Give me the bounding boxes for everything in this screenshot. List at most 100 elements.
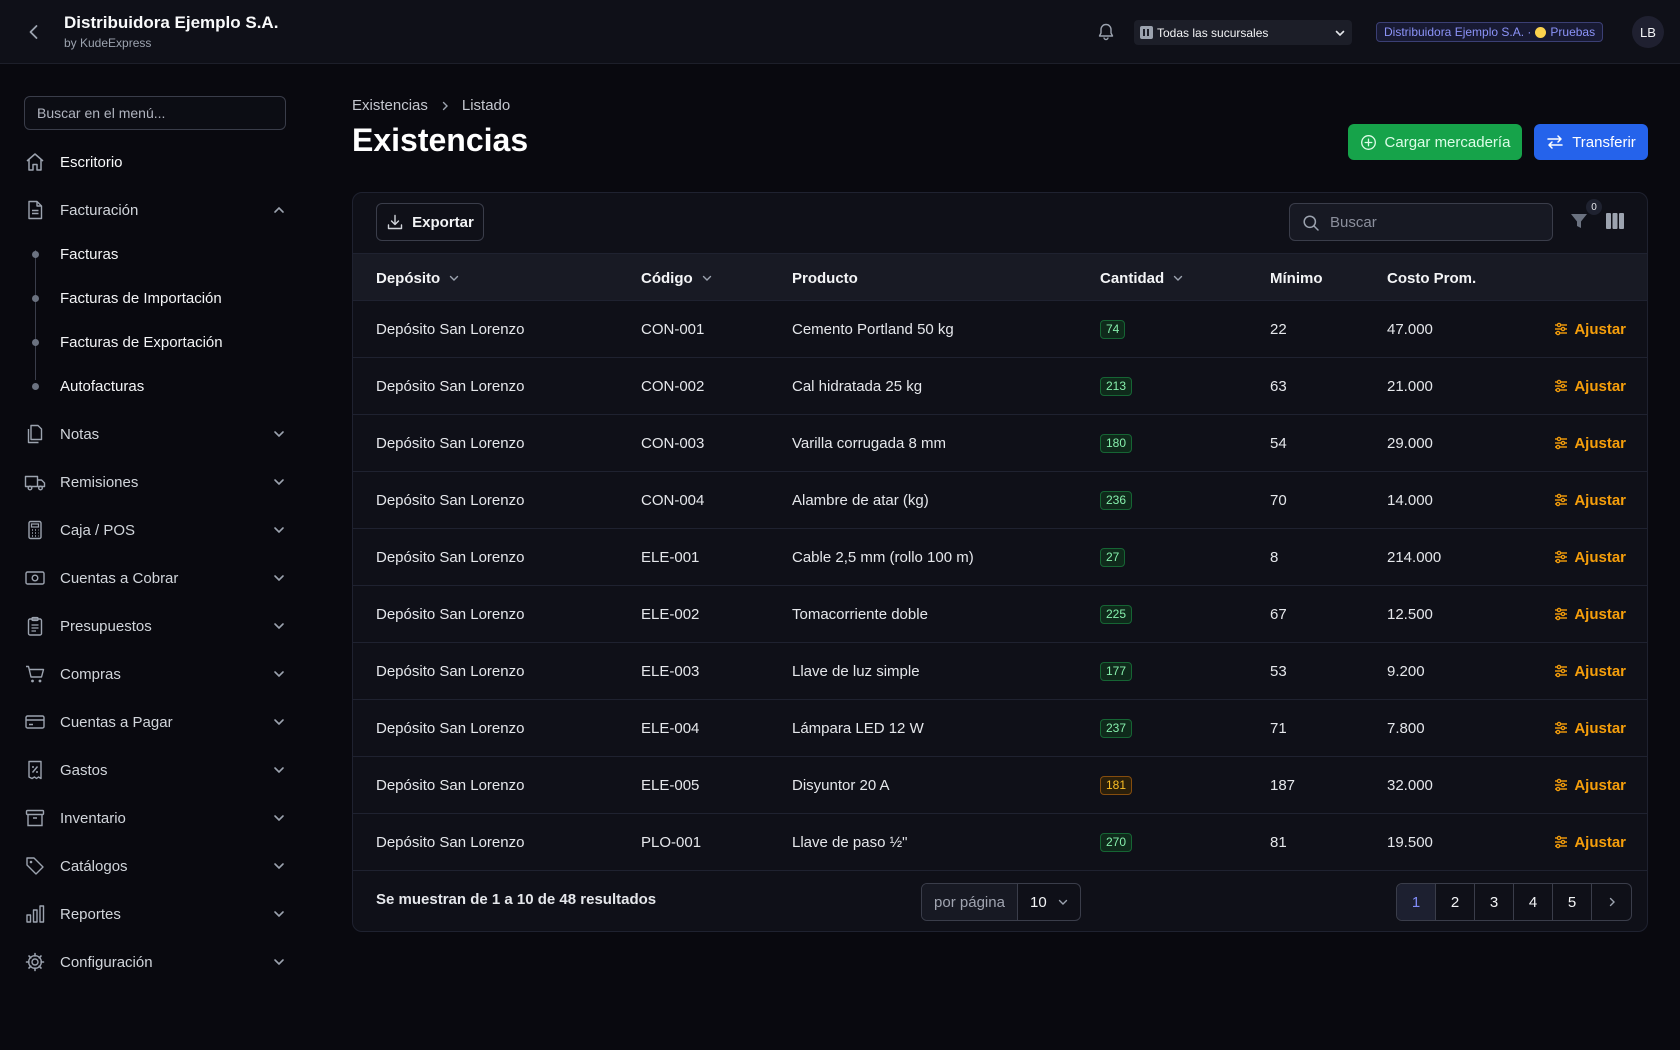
- results-summary: Se muestran de 1 a 10 de 48 resultados: [376, 891, 657, 908]
- page-button-5[interactable]: 5: [1553, 884, 1592, 920]
- environment-badge: Distribuidora Ejemplo S.A. · Pruebas: [1376, 22, 1604, 42]
- column-header-deposito[interactable]: Depósito: [376, 254, 460, 302]
- adjust-button[interactable]: Ajustar: [1554, 814, 1626, 870]
- sidebar-item-label: Presupuestos: [60, 617, 152, 635]
- adjustments-icon: [1555, 835, 1568, 849]
- adjust-button[interactable]: Ajustar: [1554, 586, 1626, 642]
- column-header-producto: Producto: [792, 254, 858, 302]
- cell-producto: Llave de paso ½": [792, 833, 908, 851]
- table-toolbar: Exportar 0: [353, 193, 1647, 253]
- sidebar-item-cuentas-pagar[interactable]: Cuentas a Pagar: [24, 709, 286, 735]
- sidebar-item-label: Cuentas a Cobrar: [60, 569, 179, 587]
- chevron-right-icon: [1609, 897, 1615, 907]
- sidebar-item-reportes[interactable]: Reportes: [24, 901, 286, 927]
- sidebar-subitem-label: Facturas: [60, 245, 119, 263]
- sort-chevron-icon: [702, 275, 711, 281]
- cell-producto: Lámpara LED 12 W: [792, 719, 924, 737]
- branch-select[interactable]: Todas las sucursales: [1134, 20, 1352, 45]
- sidebar-item-notas[interactable]: Notas: [24, 421, 286, 447]
- sidebar-item-presupuestos[interactable]: Presupuestos: [24, 613, 286, 639]
- cell-costo: 47.000: [1387, 320, 1433, 338]
- menu-search-input[interactable]: [24, 96, 286, 130]
- sidebar-item-inventario[interactable]: Inventario: [24, 805, 286, 831]
- export-button[interactable]: Exportar: [376, 203, 484, 241]
- filter-count-badge: 0: [1586, 199, 1602, 215]
- adjust-button[interactable]: Ajustar: [1554, 757, 1626, 813]
- cell-minimo: 53: [1270, 662, 1287, 680]
- transfer-button[interactable]: Transferir: [1534, 124, 1648, 160]
- adjustments-icon: [1555, 322, 1568, 336]
- chevron-down-icon: [274, 527, 284, 534]
- sidebar-item-compras[interactable]: Compras: [24, 661, 286, 687]
- sidebar-item-escritorio[interactable]: Escritorio: [24, 149, 286, 175]
- user-avatar[interactable]: LB: [1632, 16, 1664, 48]
- quantity-badge: 177: [1100, 661, 1133, 681]
- load-merchandise-button[interactable]: Cargar mercadería: [1348, 124, 1522, 160]
- breadcrumb-existencias[interactable]: Existencias: [352, 97, 428, 114]
- branch-select-value: Todas las sucursales: [1157, 25, 1269, 40]
- chevron-down-icon: [274, 911, 284, 918]
- per-page-value: 10: [1030, 893, 1047, 911]
- sidebar-item-label: Facturación: [60, 201, 139, 219]
- per-page-value-dropdown[interactable]: 10: [1018, 884, 1080, 920]
- submenu-guide-line: [35, 250, 36, 380]
- cell-cantidad: 236: [1100, 472, 1133, 528]
- adjust-button[interactable]: Ajustar: [1554, 643, 1626, 699]
- quantity-badge: 180: [1100, 433, 1133, 453]
- adjust-label: Ajustar: [1574, 377, 1626, 395]
- sidebar-subitem-facturas[interactable]: Facturas: [32, 244, 118, 264]
- sidebar-item-remisiones[interactable]: Remisiones: [24, 469, 286, 495]
- sidebar-subitem-autofacturas[interactable]: Autofacturas: [32, 376, 144, 396]
- cell-deposito: Depósito San Lorenzo: [376, 776, 525, 794]
- adjust-button[interactable]: Ajustar: [1554, 529, 1626, 585]
- chevron-down-icon: [274, 959, 284, 966]
- sort-chevron-icon: [449, 275, 459, 281]
- filter-icon[interactable]: [1569, 211, 1589, 231]
- adjust-button[interactable]: Ajustar: [1554, 415, 1626, 471]
- bullet-icon: [32, 250, 39, 258]
- cell-costo: 32.000: [1387, 776, 1433, 794]
- cell-cantidad: 27: [1100, 529, 1126, 585]
- sidebar-item-facturacion[interactable]: Facturación: [24, 197, 286, 223]
- cell-deposito: Depósito San Lorenzo: [376, 833, 525, 851]
- adjust-button[interactable]: Ajustar: [1554, 700, 1626, 756]
- sidebar-item-gastos[interactable]: Gastos: [24, 757, 286, 783]
- sidebar-subitem-facturas-exportacion[interactable]: Facturas de Exportación: [32, 332, 223, 352]
- columns-icon[interactable]: [1605, 212, 1625, 230]
- bell-icon[interactable]: [1096, 22, 1116, 42]
- bullet-icon: [32, 338, 39, 346]
- credit-card-icon: [25, 715, 45, 729]
- chevron-down-icon: [1058, 899, 1067, 905]
- sidebar-item-label: Caja / POS: [60, 521, 136, 539]
- page-button-1[interactable]: 1: [1397, 884, 1436, 920]
- cell-cantidad: 237: [1100, 700, 1133, 756]
- sidebar-item-configuracion[interactable]: Configuración: [24, 949, 286, 975]
- table-search-input[interactable]: [1330, 204, 1546, 240]
- cell-codigo: ELE-003: [641, 662, 700, 680]
- page-button-2[interactable]: 2: [1436, 884, 1475, 920]
- page-title: Existencias: [352, 122, 529, 158]
- page-button-3[interactable]: 3: [1475, 884, 1514, 920]
- breadcrumb-listado: Listado: [461, 97, 511, 114]
- bullet-icon: [32, 382, 39, 390]
- adjust-button[interactable]: Ajustar: [1554, 472, 1626, 528]
- table-row: Depósito San Lorenzo ELE-005 Disyuntor 20 …: [353, 757, 1647, 814]
- cell-codigo: CON-002: [641, 377, 705, 395]
- quantity-badge: 74: [1100, 319, 1126, 339]
- adjust-button[interactable]: Ajustar: [1554, 301, 1626, 357]
- next-page-button[interactable]: [1592, 884, 1631, 920]
- column-header-codigo[interactable]: Código: [641, 254, 713, 302]
- adjust-button[interactable]: Ajustar: [1554, 358, 1626, 414]
- sidebar-subitem-facturas-importacion[interactable]: Facturas de Importación: [32, 288, 222, 308]
- sidebar-item-catalogos[interactable]: Catálogos: [24, 853, 286, 879]
- back-arrow-icon[interactable]: [24, 22, 44, 42]
- per-page-select[interactable]: por página 10: [921, 883, 1081, 921]
- table-row: Depósito San Lorenzo CON-001 Cemento Portl…: [353, 301, 1647, 358]
- adjust-label: Ajustar: [1574, 434, 1626, 452]
- sidebar-item-cuentas-cobrar[interactable]: Cuentas a Cobrar: [24, 565, 286, 591]
- page-button-4[interactable]: 4: [1514, 884, 1553, 920]
- column-header-cantidad[interactable]: Cantidad: [1100, 254, 1184, 302]
- chevron-right-icon: [442, 101, 448, 110]
- building-icon: [1140, 26, 1153, 39]
- sidebar-item-caja-pos[interactable]: Caja / POS: [24, 517, 286, 543]
